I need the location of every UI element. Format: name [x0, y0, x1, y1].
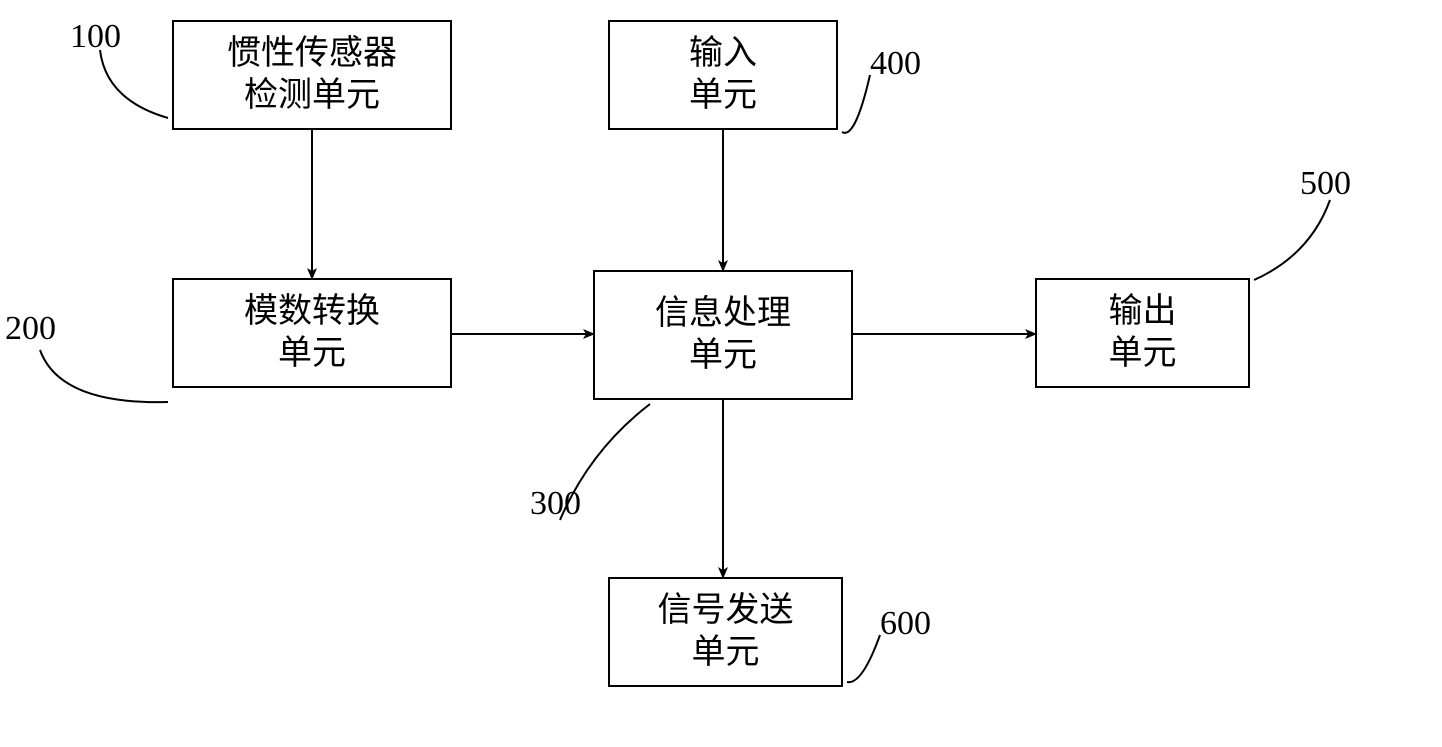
- node-line1: 输出: [1109, 291, 1177, 334]
- leader-line: [40, 350, 168, 402]
- node-output: 输出 单元: [1035, 278, 1250, 388]
- node-line2: 单元: [689, 75, 757, 118]
- leader-line: [842, 75, 870, 133]
- leader-line: [1254, 200, 1330, 280]
- node-adc: 模数转换 单元: [172, 278, 452, 388]
- node-line2: 检测单元: [244, 75, 380, 118]
- label-500: 500: [1300, 165, 1351, 203]
- label-200: 200: [5, 310, 56, 348]
- node-info-processing: 信息处理 单元: [593, 270, 853, 400]
- node-line2: 单元: [689, 335, 757, 378]
- node-line2: 单元: [1109, 333, 1177, 376]
- leader-line: [100, 50, 168, 118]
- node-line1: 惯性传感器: [227, 33, 397, 76]
- node-line1: 信息处理: [655, 293, 791, 336]
- label-400: 400: [870, 45, 921, 83]
- node-line1: 信号发送: [658, 590, 794, 633]
- node-inertial-sensor-detect: 惯性传感器 检测单元: [172, 20, 452, 130]
- node-signal-send: 信号发送 单元: [608, 577, 843, 687]
- node-input: 输入 单元: [608, 20, 838, 130]
- label-300: 300: [530, 485, 581, 523]
- node-line2: 单元: [692, 632, 760, 675]
- label-100: 100: [70, 18, 121, 56]
- leader-line: [847, 635, 880, 682]
- node-line2: 单元: [278, 333, 346, 376]
- node-line1: 输入: [689, 33, 757, 76]
- node-line1: 模数转换: [244, 291, 380, 334]
- label-600: 600: [880, 605, 931, 643]
- diagram-stage: 惯性传感器 检测单元 模数转换 单元 信息处理 单元 输入 单元 输出 单元 信…: [0, 0, 1442, 747]
